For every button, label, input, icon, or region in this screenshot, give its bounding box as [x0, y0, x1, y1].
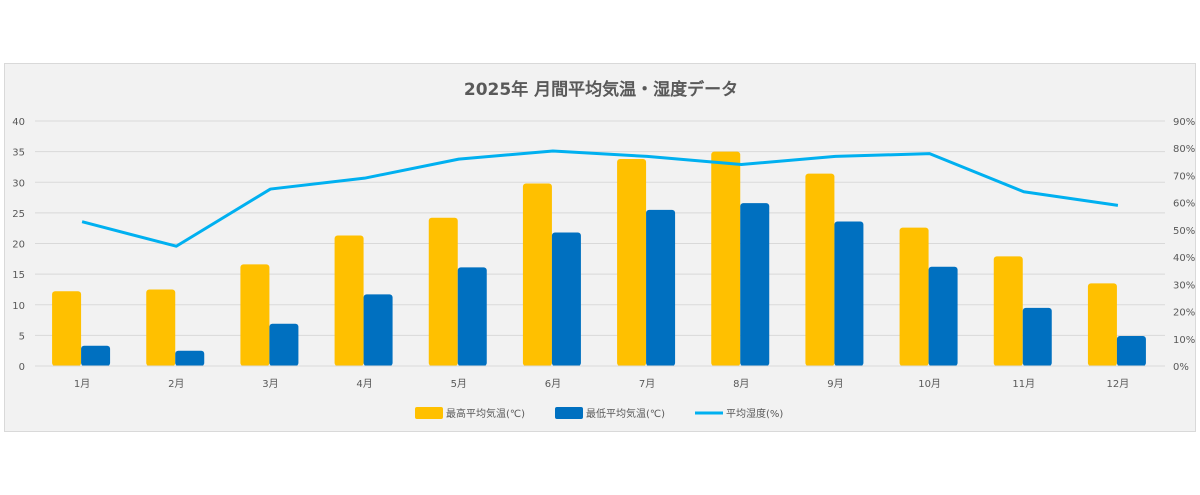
x-tick-label: 6月: [545, 378, 561, 390]
y-right-tick-label: 70%: [1173, 171, 1195, 182]
y-left-tick-label: 0: [19, 362, 25, 373]
x-tick-label: 4月: [356, 378, 372, 390]
bar-min-temp: [1022, 307, 1052, 366]
left-axis: 0 5 10 15 20 25 30 35 40: [12, 117, 25, 373]
y-right-tick-label: 20%: [1173, 308, 1195, 319]
bar-min-temp: [740, 203, 770, 366]
bar-max-temp: [146, 289, 176, 366]
chart-svg: 2025年 月間平均気温・湿度データ 0 5 10 15 20 25 30 35 40 0% 10…: [12, 79, 1195, 420]
y-right-tick-label: 90%: [1173, 117, 1195, 128]
legend: 最高平均気温(℃) 最低平均気温(℃) 平均湿度(%): [415, 407, 783, 420]
bar-max-temp: [805, 173, 835, 366]
bar-min-temp: [551, 232, 581, 366]
y-left-tick-label: 15: [12, 270, 25, 281]
y-right-tick-label: 0%: [1173, 362, 1189, 373]
x-tick-label: 10月: [918, 378, 941, 390]
bar-max-temp: [899, 227, 929, 366]
y-left-tick-label: 35: [12, 148, 25, 159]
bar-min-temp: [81, 345, 111, 366]
gridlines: [35, 120, 1165, 367]
chart-panel: 2025年 月間平均気温・湿度データ 0 5 10 15 20 25 30 35 40 0% 10…: [4, 63, 1196, 432]
y-left-tick-label: 40: [12, 117, 25, 128]
bar-min-temp: [1116, 335, 1146, 366]
x-tick-label: 5月: [451, 378, 467, 390]
x-axis: 1月 2月 3月 4月 5月 6月 7月 8月 9月 10月 11月 12月: [35, 365, 1165, 390]
bar-min-temp: [646, 209, 676, 366]
humidity-line: [81, 149, 1119, 248]
bar-max-temp: [334, 235, 364, 366]
x-tick-label: 1月: [74, 378, 90, 390]
bar-max-temp: [240, 264, 270, 366]
y-right-tick-label: 10%: [1173, 335, 1195, 346]
y-left-tick-label: 30: [12, 178, 25, 189]
bar-max-temp: [52, 291, 82, 366]
right-axis: 0% 10% 20% 30% 40% 50% 60% 70% 80% 90%: [1173, 117, 1195, 373]
chart-title: 2025年 月間平均気温・湿度データ: [464, 79, 738, 100]
x-tick-label: 3月: [262, 378, 278, 390]
legend-label: 平均湿度(%): [726, 407, 783, 420]
bar-max-temp: [711, 151, 741, 366]
bar-min-temp: [363, 294, 393, 366]
x-tick-label: 2月: [168, 378, 184, 390]
x-tick-label: 11月: [1012, 378, 1035, 390]
y-left-tick-label: 20: [12, 240, 25, 251]
bar-max-temp: [993, 256, 1023, 366]
x-tick-label: 8月: [733, 378, 749, 390]
bar-max-temp: [1087, 283, 1117, 366]
bars: [52, 151, 1146, 366]
y-right-tick-label: 40%: [1173, 253, 1195, 264]
y-right-tick-label: 60%: [1173, 199, 1195, 210]
bar-max-temp: [428, 217, 458, 366]
bar-max-temp: [617, 158, 647, 366]
legend-label: 最低平均気温(℃): [586, 407, 665, 420]
y-left-tick-label: 5: [19, 331, 25, 342]
legend-swatch: [415, 407, 443, 419]
bar-min-temp: [928, 266, 958, 366]
x-tick-label: 7月: [639, 378, 655, 390]
bar-min-temp: [834, 221, 864, 366]
bar-min-temp: [269, 323, 299, 366]
y-right-tick-label: 80%: [1173, 144, 1195, 155]
y-right-tick-label: 50%: [1173, 226, 1195, 237]
bar-min-temp: [457, 267, 487, 366]
y-left-tick-label: 10: [12, 301, 25, 312]
legend-swatch: [555, 407, 583, 419]
bar-max-temp: [522, 183, 552, 366]
x-tick-label: 12月: [1107, 378, 1130, 390]
x-tick-label: 9月: [827, 378, 843, 390]
bar-min-temp: [175, 350, 205, 366]
y-left-tick-label: 25: [12, 209, 25, 220]
humidity-line-path: [81, 149, 1119, 248]
y-right-tick-label: 30%: [1173, 280, 1195, 291]
legend-label: 最高平均気温(℃): [446, 407, 525, 420]
